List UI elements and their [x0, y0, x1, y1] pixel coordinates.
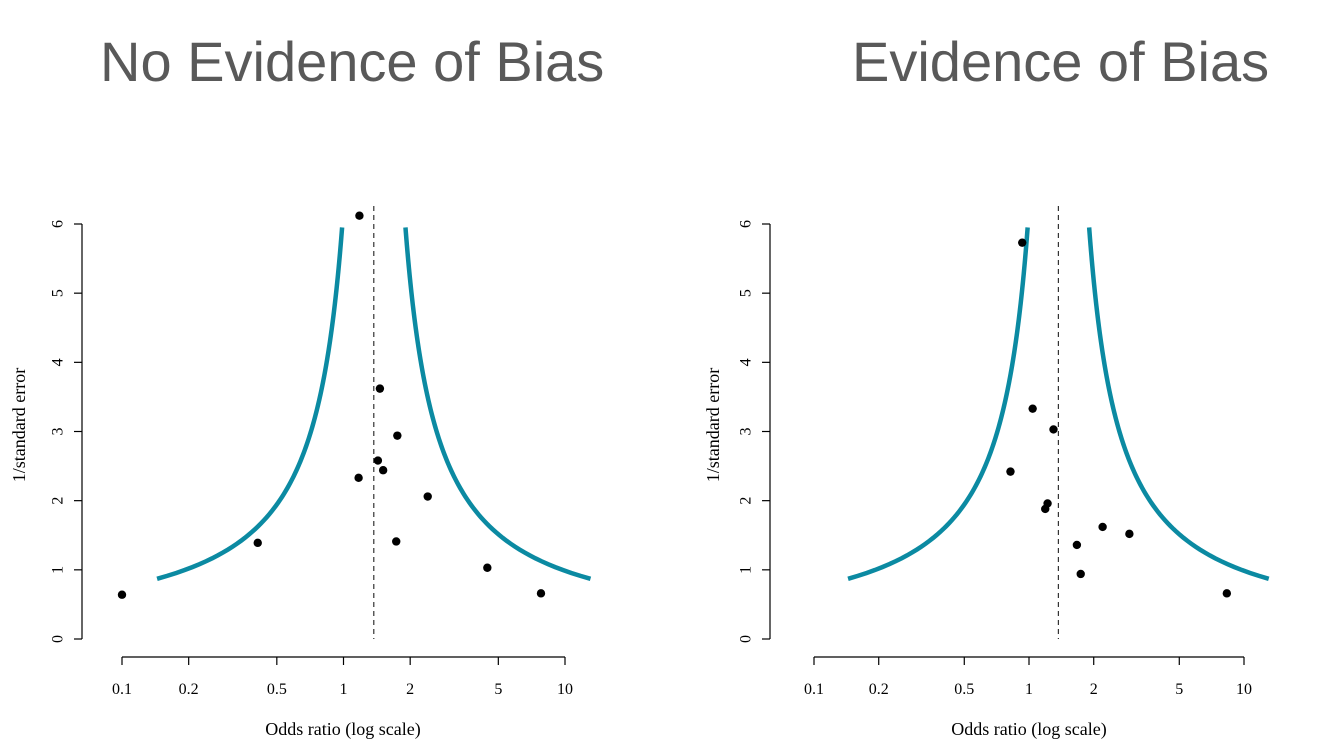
left-study-point — [373, 456, 383, 465]
left-y-axis-label: 1/standard error — [9, 368, 29, 482]
left-x-tick-label: 0.1 — [112, 681, 132, 698]
left-funnel-left-curve — [156, 227, 345, 581]
right-y-tick-label: 0 — [738, 635, 755, 643]
right-study-point — [1049, 425, 1058, 434]
left-study-point — [378, 466, 388, 475]
left-study-point — [393, 431, 402, 440]
left-y-tick-label: 4 — [50, 358, 67, 366]
left-study-point — [536, 589, 546, 598]
left-chart-title: No Evidence of Bias — [100, 30, 605, 93]
right-x-tick-label: 0.1 — [804, 681, 824, 698]
right-chart-title: Evidence of Bias — [852, 30, 1270, 93]
right-x-axis-label: Odds ratio (log scale) — [951, 719, 1106, 740]
left-x-tick-label: 5 — [494, 681, 502, 698]
left-y-tick-label: 3 — [50, 428, 67, 436]
right-funnel-right-curve — [1086, 227, 1270, 581]
left-y-tick-label: 2 — [50, 497, 67, 505]
left-x-tick-label: 10 — [557, 681, 573, 698]
right-funnel-left-curve — [847, 227, 1030, 581]
left-x-tick-label: 2 — [406, 681, 414, 698]
right-study-point — [1006, 467, 1015, 476]
right-study-point — [1125, 529, 1134, 539]
left-study-point — [253, 538, 262, 548]
right-study-point — [1076, 569, 1085, 579]
left-x-axis-label: Odds ratio (log scale) — [265, 719, 420, 740]
left-y-tick-label: 0 — [50, 635, 67, 643]
left-study-point — [355, 211, 364, 220]
right-study-point — [1028, 404, 1037, 413]
right-y-tick-label: 4 — [738, 358, 755, 366]
left-study-point — [392, 537, 401, 546]
left-study-point — [483, 563, 492, 572]
right-x-tick-label: 5 — [1175, 681, 1183, 698]
right-study-point — [1098, 522, 1107, 532]
right-x-tick-label: 0.2 — [869, 681, 889, 698]
right-study-point — [1222, 589, 1232, 598]
left-y-tick-label: 5 — [50, 289, 67, 297]
right-y-tick-label: 6 — [738, 220, 755, 228]
right-y-tick-label: 3 — [738, 428, 755, 436]
left-study-point — [354, 473, 363, 483]
right-y-tick-label: 2 — [738, 497, 755, 505]
right-x-tick-label: 2 — [1090, 681, 1098, 698]
right-y-axis-label: 1/standard error — [703, 368, 723, 482]
right-y-tick-label: 1 — [738, 566, 755, 574]
left-funnel-right-curve — [403, 227, 592, 581]
right-study-point — [1072, 540, 1082, 550]
right-study-point — [1018, 238, 1027, 247]
left-x-tick-label: 0.5 — [267, 681, 287, 698]
left-study-point — [117, 590, 127, 599]
left-y-tick-label: 6 — [50, 220, 67, 228]
right-x-tick-label: 10 — [1236, 681, 1252, 698]
right-y-tick-label: 5 — [738, 289, 755, 297]
right-study-point — [1041, 504, 1050, 514]
left-x-tick-label: 1 — [340, 681, 348, 698]
left-x-tick-label: 0.2 — [179, 681, 199, 698]
left-study-point — [375, 384, 385, 393]
left-y-tick-label: 1 — [50, 566, 67, 574]
left-study-point — [423, 492, 432, 501]
right-x-tick-label: 1 — [1025, 681, 1033, 698]
right-x-tick-label: 0.5 — [954, 681, 974, 698]
